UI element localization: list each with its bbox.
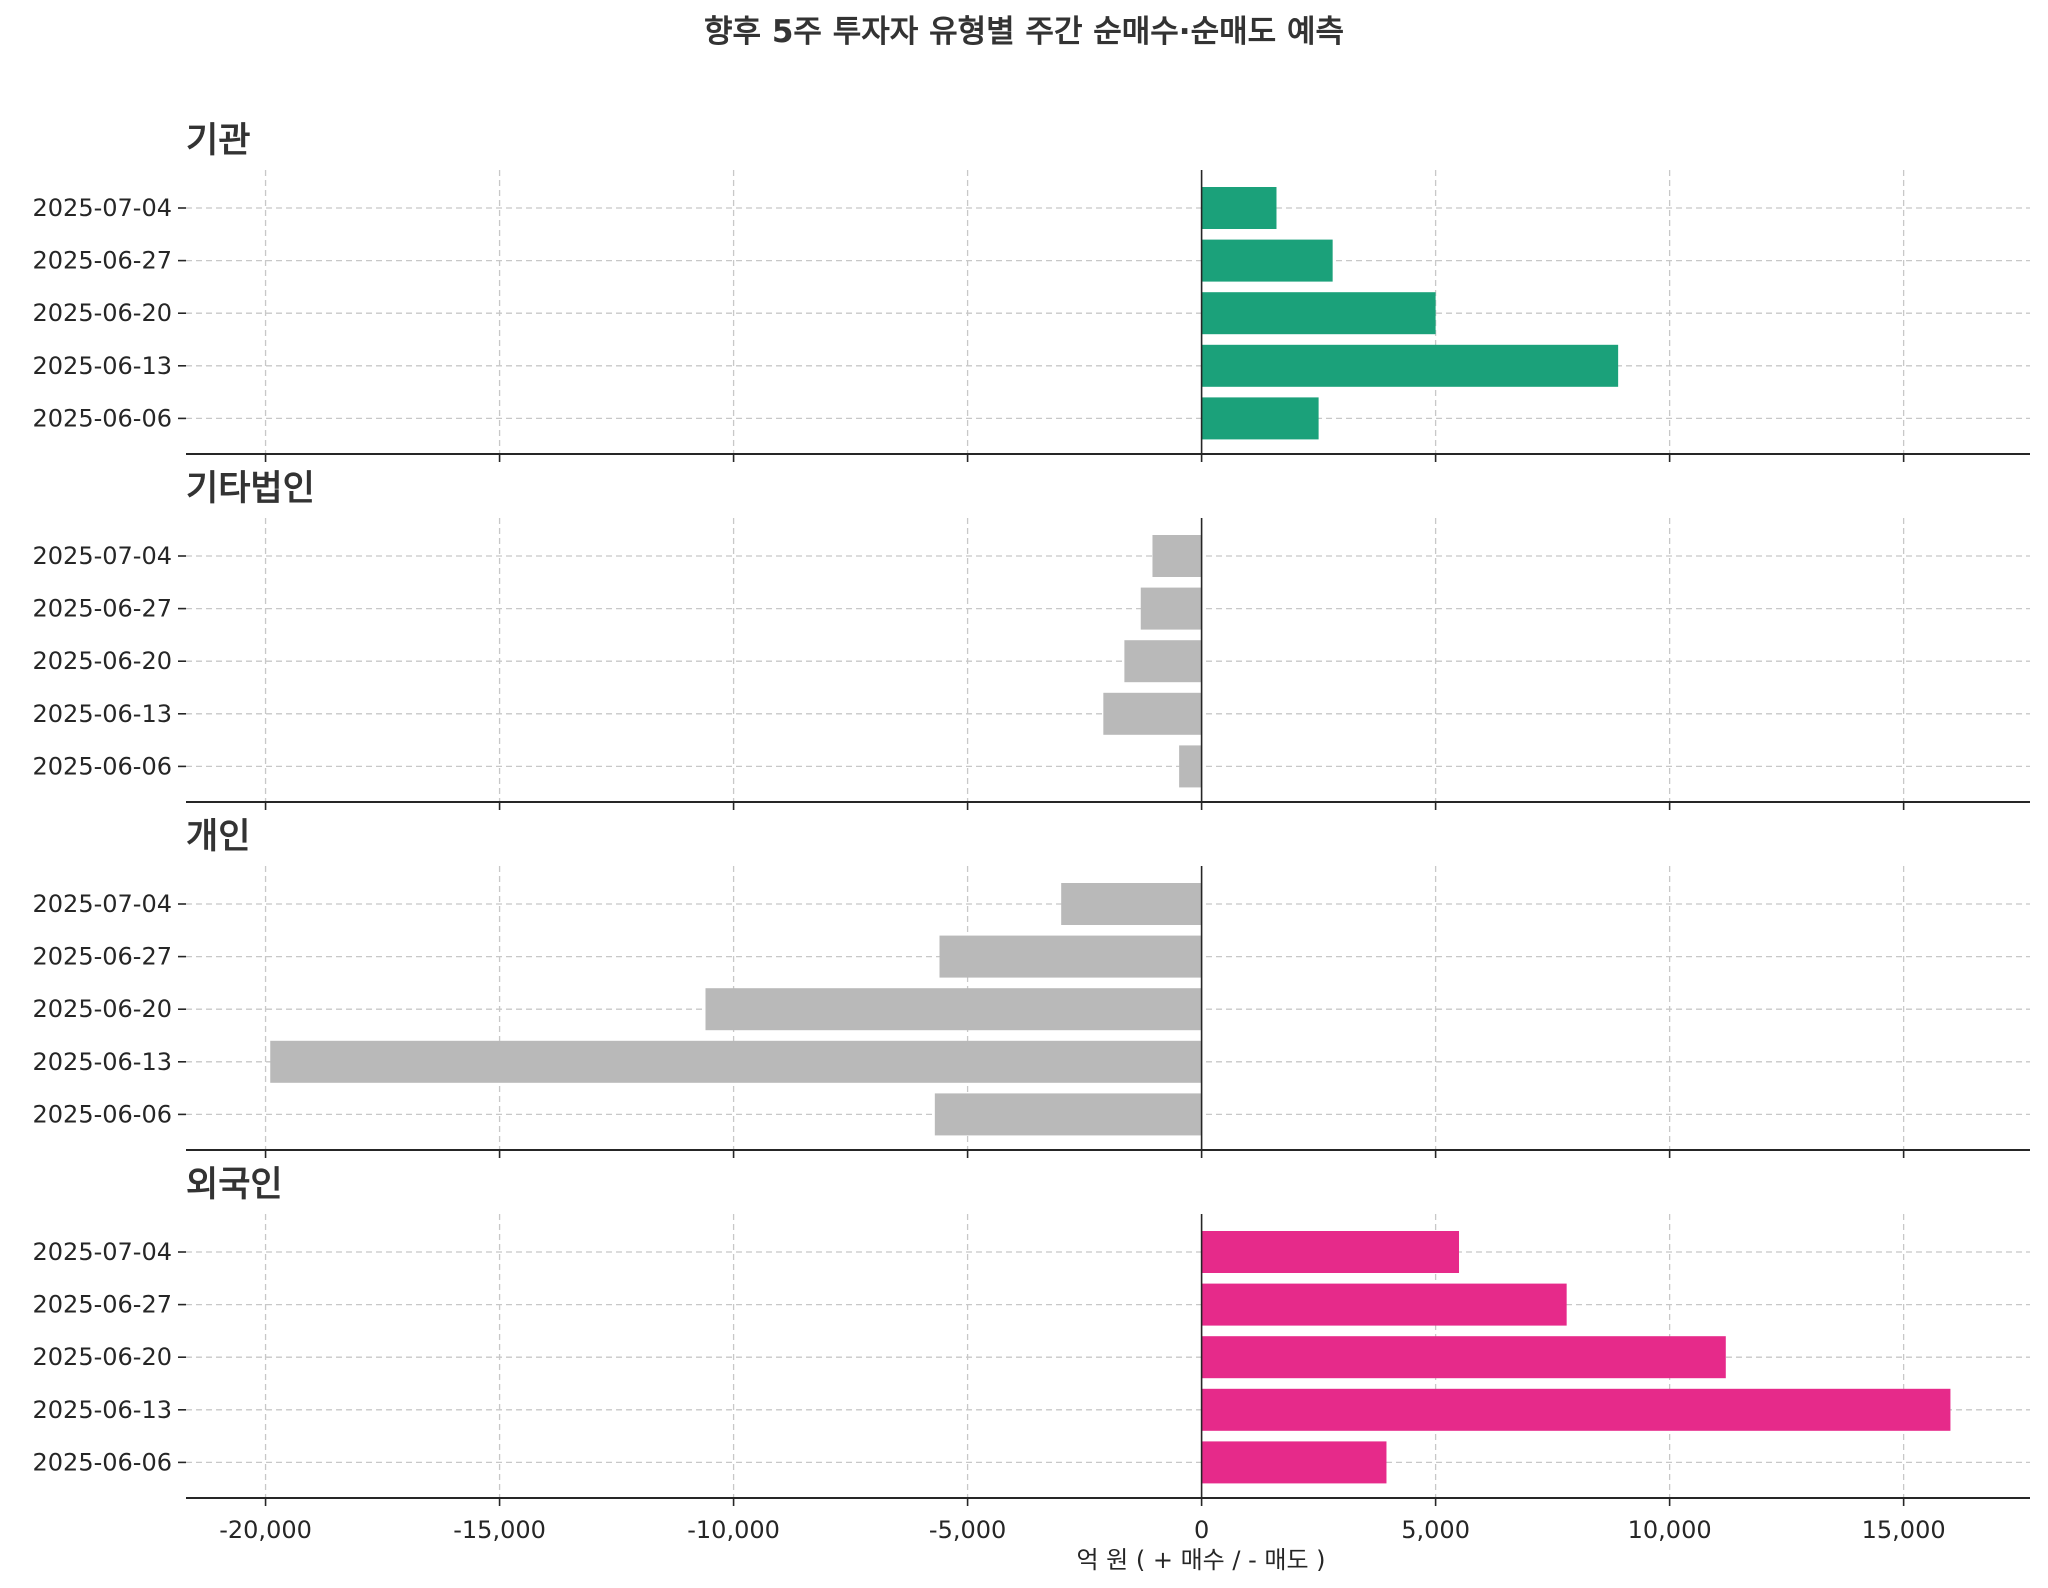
y-tick-label: 2025-06-06 <box>33 1100 172 1128</box>
bar <box>1103 692 1202 735</box>
bar <box>1201 1283 1567 1326</box>
y-tick-label: 2025-06-20 <box>33 647 172 675</box>
bar <box>939 935 1202 978</box>
y-tick-label: 2025-07-04 <box>33 890 172 918</box>
y-tick-label: 2025-06-13 <box>33 700 172 728</box>
y-tick-label: 2025-06-27 <box>33 595 172 623</box>
bar <box>705 988 1202 1031</box>
x-axis-label: 억 원 ( + 매수 / - 매도 ) <box>1076 1546 1325 1574</box>
x-tick-label: -15,000 <box>453 1516 546 1544</box>
x-tick-label: 15,000 <box>1862 1516 1946 1544</box>
y-tick-label: 2025-06-06 <box>33 752 172 780</box>
x-axis: -20,000 -15,000 -10,000 -5,000 0 5,000 10,000 1… <box>219 1516 1945 1544</box>
bar <box>1061 883 1202 925</box>
bar <box>1201 187 1277 229</box>
x-tick-label: 0 <box>1194 1516 1209 1544</box>
y-tick-label: 2025-06-27 <box>33 247 172 275</box>
bar <box>1201 292 1436 335</box>
y-tick-label: 2025-06-20 <box>33 995 172 1023</box>
bar <box>1201 1388 1951 1431</box>
y-tick-label: 2025-06-06 <box>33 1448 172 1476</box>
chart-title: 향후 5주 투자자 유형별 주간 순매수·순매도 예측 <box>704 14 1344 50</box>
x-tick-label: -5,000 <box>929 1516 1006 1544</box>
bar <box>1201 239 1333 282</box>
bar <box>270 1040 1202 1083</box>
bar <box>1201 344 1619 387</box>
y-tick-label: 2025-06-06 <box>33 404 172 432</box>
y-tick-label: 2025-06-20 <box>33 299 172 327</box>
panel: 외국인 2025-06-06 2025-06-13 2025-06-20 2025-06… <box>33 1165 2030 1506</box>
bar <box>1201 1336 1726 1379</box>
bar <box>1152 535 1202 577</box>
bar <box>1201 397 1319 440</box>
bar <box>1179 745 1202 788</box>
bar <box>1201 1231 1460 1273</box>
chart-panels: 기관 2025-06-06 2025-06-13 2025-06-20 2025-06-… <box>33 121 2030 1506</box>
bar <box>1201 1441 1387 1484</box>
x-tick-label: 10,000 <box>1628 1516 1712 1544</box>
panel-title: 기관 <box>186 121 250 161</box>
panel-title: 외국인 <box>186 1165 283 1205</box>
y-tick-label: 2025-06-27 <box>33 943 172 971</box>
panel: 개인 2025-06-06 2025-06-13 2025-06-20 2025-06-… <box>33 817 2030 1158</box>
y-tick-label: 2025-06-20 <box>33 1343 172 1371</box>
x-tick-label: -20,000 <box>219 1516 312 1544</box>
bar <box>934 1093 1202 1136</box>
panel: 기타법인 2025-06-06 2025-06-13 2025-06-20 2025-0… <box>33 469 2030 810</box>
y-tick-label: 2025-07-04 <box>33 1238 172 1266</box>
panel: 기관 2025-06-06 2025-06-13 2025-06-20 2025-06-… <box>33 121 2030 462</box>
bar <box>1124 640 1202 683</box>
y-tick-label: 2025-07-04 <box>33 194 172 222</box>
y-tick-label: 2025-07-04 <box>33 542 172 570</box>
panel-title: 기타법인 <box>186 469 315 509</box>
y-tick-label: 2025-06-13 <box>33 352 172 380</box>
x-tick-label: -10,000 <box>687 1516 780 1544</box>
y-tick-label: 2025-06-13 <box>33 1396 172 1424</box>
bar <box>1140 587 1202 630</box>
panel-title: 개인 <box>186 817 250 857</box>
y-tick-label: 2025-06-27 <box>33 1291 172 1319</box>
y-tick-label: 2025-06-13 <box>33 1048 172 1076</box>
x-tick-label: 5,000 <box>1401 1516 1470 1544</box>
